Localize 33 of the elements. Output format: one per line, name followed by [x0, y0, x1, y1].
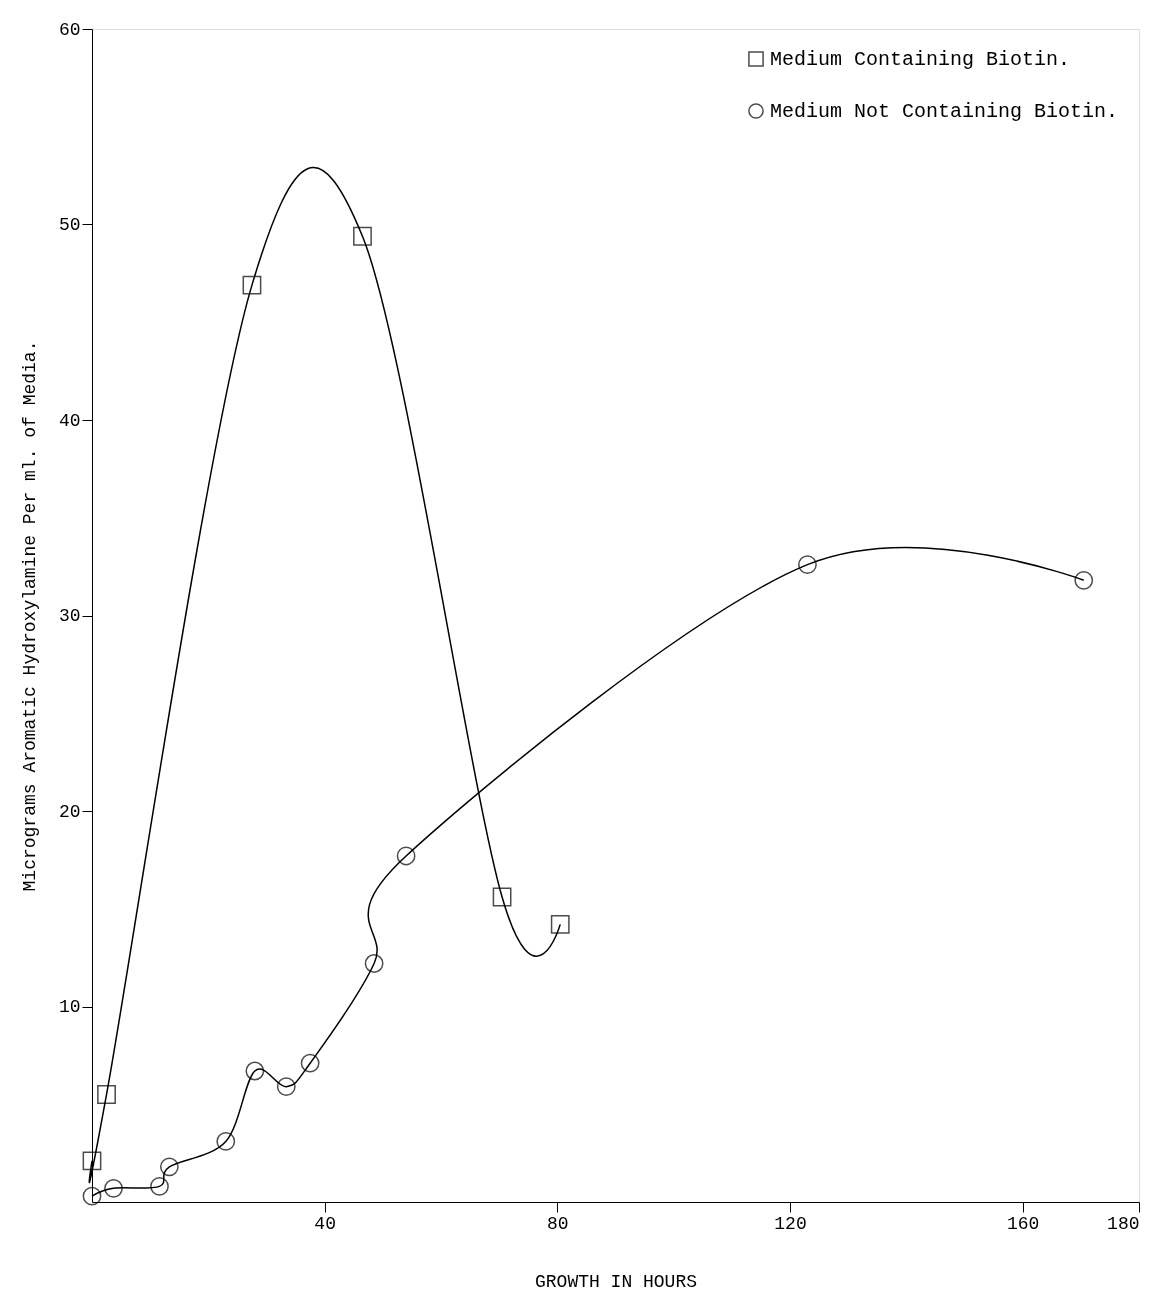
x-tick-label: 180	[1107, 1213, 1140, 1234]
y-tick-label: 30	[58, 606, 81, 626]
y-tick-label: 20	[58, 801, 81, 822]
point	[97, 1085, 116, 1104]
y-tick-label: 50	[58, 215, 81, 235]
point	[276, 1077, 296, 1097]
legend-label: Medium Containing Biotin.	[770, 48, 1071, 71]
point	[396, 846, 416, 866]
point	[492, 887, 512, 907]
point	[798, 555, 817, 575]
point	[150, 1176, 169, 1196]
point	[1074, 570, 1094, 590]
x-tick-label: 120	[774, 1213, 807, 1234]
x-tick-label: 160	[1006, 1213, 1040, 1234]
point	[550, 914, 570, 934]
point	[364, 954, 384, 973]
point	[159, 1157, 179, 1177]
point	[104, 1178, 123, 1198]
x-tick-label: 80	[547, 1213, 569, 1234]
y-tick-label: 40	[58, 410, 81, 431]
point	[300, 1053, 320, 1073]
y-axis-title: Micrograms Aromatic Hydroxylamine Per ml. of Media.	[19, 340, 40, 892]
x-tick-label: 40	[314, 1213, 336, 1234]
y-tick-label: 10	[58, 997, 81, 1017]
point	[82, 1151, 102, 1171]
point	[216, 1132, 236, 1151]
y-tick-label: 60	[58, 19, 81, 40]
x-axis-title: GROWTH IN HOURS	[534, 1271, 698, 1292]
point	[82, 1186, 102, 1206]
point	[353, 226, 372, 246]
legend-label: Medium Not Containing Biotin.	[770, 100, 1119, 123]
point	[242, 275, 262, 295]
point	[245, 1061, 265, 1081]
